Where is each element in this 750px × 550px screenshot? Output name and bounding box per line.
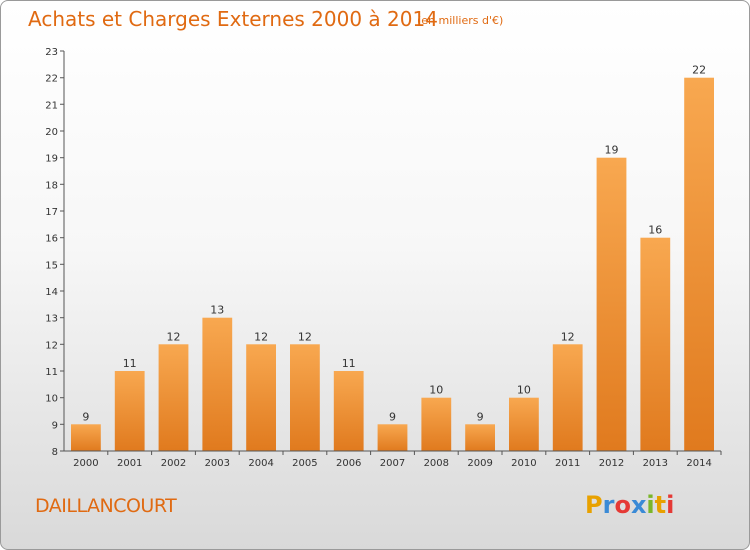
y-tick-label-13: 13 <box>45 314 58 325</box>
bar-2008 <box>421 397 452 451</box>
data-label-2014: 22 <box>692 64 706 77</box>
logo-letter: r <box>602 491 615 519</box>
data-label-2010: 10 <box>517 384 531 397</box>
data-label-2012: 19 <box>605 144 619 157</box>
y-tick-label-15: 15 <box>45 260 58 271</box>
data-label-2006: 11 <box>342 357 356 370</box>
x-tick-label-2005: 2005 <box>292 458 317 469</box>
logo-letter: t <box>654 491 667 519</box>
bar-2009 <box>465 424 495 451</box>
x-tick-label-2010: 2010 <box>511 458 536 469</box>
axis-layer: 2000 2001 2002 2003 2004 2005 2006 2007 2008 2009… <box>45 47 722 469</box>
logo-letter: P <box>585 491 603 519</box>
bar-2002 <box>158 344 189 451</box>
bar-2001 <box>114 371 145 451</box>
y-tick-label-22: 22 <box>45 74 58 85</box>
chart-title: Achats et Charges Externes 2000 à 2014 <box>28 7 438 31</box>
x-tick-label-2002: 2002 <box>161 458 186 469</box>
x-tick-label-2001: 2001 <box>117 458 142 469</box>
bar-2005 <box>290 344 320 451</box>
y-tick-label-8: 8 <box>52 447 58 458</box>
bar-2004 <box>246 344 276 451</box>
data-label-2003: 13 <box>210 304 224 317</box>
location-name: DAILLANCOURT <box>35 495 177 517</box>
data-label-2008: 10 <box>429 384 443 397</box>
logo-letter: i <box>666 491 675 519</box>
y-tick-label-14: 14 <box>45 287 58 298</box>
data-label-2004: 12 <box>254 330 268 343</box>
x-tick-label-2012: 2012 <box>599 458 624 469</box>
y-tick-label-17: 17 <box>45 207 58 218</box>
bar-2012 <box>596 157 627 451</box>
x-tick-label-2000: 2000 <box>73 458 98 469</box>
chart-subtitle: (en milliers d'€) <box>417 14 504 27</box>
bar-2000 <box>71 424 101 451</box>
bar-2007 <box>377 424 408 451</box>
data-label-2013: 16 <box>648 224 662 237</box>
y-tick-label-19: 19 <box>45 154 58 165</box>
bar-2014 <box>684 77 714 451</box>
x-tick-label-2006: 2006 <box>336 458 361 469</box>
bar-2011 <box>552 344 583 451</box>
x-tick-label-2011: 2011 <box>555 458 580 469</box>
y-tick-label-12: 12 <box>45 340 58 351</box>
y-tick-label-11: 11 <box>45 367 58 378</box>
y-tick-label-9: 9 <box>52 420 58 431</box>
x-tick-label-2007: 2007 <box>380 458 405 469</box>
y-tick-label-23: 23 <box>45 47 58 58</box>
bar-2010 <box>509 397 539 451</box>
x-tick-label-2009: 2009 <box>467 458 492 469</box>
y-tick-label-20: 20 <box>45 127 58 138</box>
bar-2013 <box>640 237 671 451</box>
data-label-2005: 12 <box>298 330 312 343</box>
x-tick-label-2008: 2008 <box>424 458 449 469</box>
data-label-2009: 9 <box>477 410 484 423</box>
bar-2003 <box>202 317 233 451</box>
data-label-2000: 9 <box>82 410 89 423</box>
data-label-2002: 12 <box>167 330 181 343</box>
x-tick-label-2004: 2004 <box>248 458 273 469</box>
logo-letter: i <box>646 491 655 519</box>
x-tick-label-2003: 2003 <box>205 458 230 469</box>
y-tick-label-10: 10 <box>45 394 58 405</box>
logo-letter: o <box>614 491 631 519</box>
bars-layer: 9 11 12 13 12 12 11 9 10 9 10 12 19 16 22 <box>71 64 714 451</box>
logo-letter: x <box>630 491 647 519</box>
data-label-2011: 12 <box>561 330 575 343</box>
data-label-2001: 11 <box>123 357 137 370</box>
y-tick-label-18: 18 <box>45 180 58 191</box>
bar-2006 <box>333 371 364 451</box>
x-tick-label-2013: 2013 <box>643 458 668 469</box>
proxiti-logo[interactable]: Proxiti <box>585 491 674 519</box>
data-label-2007: 9 <box>389 410 396 423</box>
y-tick-label-21: 21 <box>45 100 58 111</box>
x-tick-label-2014: 2014 <box>686 458 711 469</box>
y-tick-label-16: 16 <box>45 234 58 245</box>
